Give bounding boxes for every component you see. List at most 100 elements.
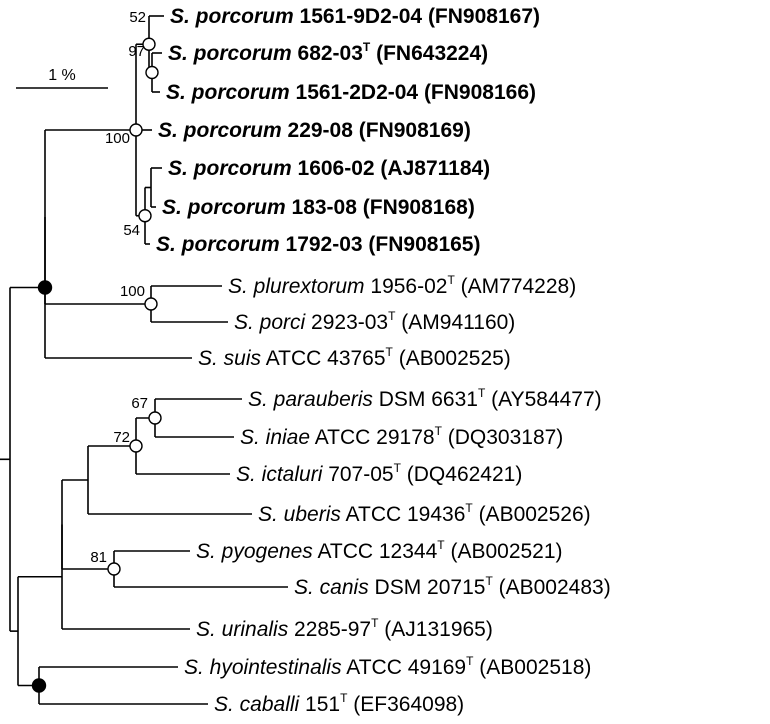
taxon-label-porci: S. porci 2923-03T (AM941160) [234, 309, 515, 334]
scale-bar: 1 % [16, 67, 108, 89]
taxon-strain: 1561-9D2-04 [294, 5, 423, 28]
taxon-species: S. porci [234, 311, 307, 334]
type-strain-mark: T [478, 386, 486, 400]
node-marker-filled [31, 678, 47, 693]
bootstrap-value: 100 [120, 283, 145, 300]
type-strain-mark: T [340, 691, 348, 705]
taxon-strain: 2923-03 [305, 311, 388, 334]
taxon-accession: (FN908165) [363, 233, 481, 256]
taxon-strain: DSM 6631 [373, 388, 478, 411]
taxon-label-canis: S. canis DSM 20715T (AB002483) [294, 574, 611, 599]
taxon-species: S. porcorum [158, 119, 282, 142]
taxon-species: S. suis [198, 347, 262, 370]
type-strain-mark: T [466, 654, 474, 668]
taxon-species: S. plurextorum [228, 275, 365, 298]
taxon-species: S. pyogenes [196, 540, 313, 563]
node-markers [31, 37, 162, 693]
taxon-strain: DSM 20715 [369, 576, 486, 599]
taxon-accession: (AM774228) [455, 275, 576, 298]
taxon-label-porcorum: S. porcorum 229-08 (FN908169) [158, 119, 471, 142]
taxon-label-parauberis: S. parauberis DSM 6631T (AY584477) [248, 386, 602, 411]
taxon-accession: (FN908168) [357, 196, 475, 219]
taxon-accession: (AY584477) [485, 388, 601, 411]
taxon-species: S. hyointestinalis [184, 656, 342, 679]
bootstrap-value: 100 [105, 130, 130, 147]
taxon-species: S. ictaluri [236, 463, 324, 486]
bootstrap-value: 67 [131, 395, 148, 412]
node-marker-open [142, 37, 156, 51]
taxon-label-pyogenes: S. pyogenes ATCC 12344T (AB002521) [196, 538, 563, 563]
taxon-species: S. porcorum [156, 233, 280, 256]
taxon-species: S. uberis [258, 503, 341, 526]
taxon-label-porcorum: S. porcorum 1606-02 (AJ871184) [168, 157, 490, 180]
type-strain-mark: T [485, 574, 493, 588]
taxon-species: S. porcorum [170, 5, 294, 28]
taxon-strain: 229-08 [282, 119, 354, 142]
taxon-accession: (AJ131965) [378, 618, 492, 641]
type-strain-mark: T [447, 273, 455, 287]
type-strain-mark: T [386, 345, 394, 359]
type-strain-mark: T [388, 309, 396, 323]
taxon-strain: 1561-2D2-04 [290, 81, 419, 104]
taxon-strain: ATCC 49169 [342, 656, 467, 679]
taxon-label-urinalis: S. urinalis 2285-97T (AJ131965) [196, 616, 493, 641]
taxon-strain: 1956-02 [365, 275, 448, 298]
bootstrap-value: 97 [128, 43, 145, 60]
taxon-accession: (DQ462421) [401, 463, 522, 486]
type-strain-mark: T [465, 501, 473, 515]
taxon-species: S. porcorum [168, 42, 292, 65]
taxon-species: S. iniae [240, 426, 310, 449]
taxon-accession: (FN643224) [370, 42, 488, 65]
taxon-strain: 1792-03 [280, 233, 363, 256]
taxon-accession: (AB002526) [473, 503, 591, 526]
taxon-strain: 2285-97 [288, 618, 371, 641]
type-strain-mark: T [394, 461, 402, 475]
taxon-strain: ATCC 12344 [313, 540, 438, 563]
taxon-accession: (AB002483) [493, 576, 611, 599]
type-strain-mark: T [437, 538, 445, 552]
taxon-label-porcorum: S. porcorum 1561-2D2-04 (FN908166) [166, 81, 536, 104]
bootstrap-value: 54 [123, 222, 140, 239]
node-marker-open [107, 562, 121, 576]
taxon-species: S. porcorum [162, 196, 286, 219]
taxon-accession: (DQ303187) [442, 426, 563, 449]
type-strain-mark: T [435, 424, 443, 438]
bootstrap-value: 52 [129, 9, 146, 26]
taxon-label-suis: S. suis ATCC 43765T (AB002525) [198, 345, 511, 370]
taxon-label-caballi: S. caballi 151T (EF364098) [214, 691, 464, 716]
type-strain-mark: T [363, 40, 371, 54]
taxon-label-plurextorum: S. plurextorum 1956-02T (AM774228) [228, 273, 576, 298]
node-marker-filled [37, 280, 53, 295]
node-marker-open [129, 123, 143, 137]
taxon-label-uberis: S. uberis ATCC 19436T (AB002526) [258, 501, 591, 526]
taxon-strain: ATCC 19436 [341, 503, 466, 526]
node-marker-open [144, 297, 158, 311]
taxon-species: S. urinalis [196, 618, 289, 641]
taxon-accession: (AB002525) [393, 347, 511, 370]
taxon-label-ictaluri: S. ictaluri 707-05T (DQ462421) [236, 461, 522, 486]
bootstrap-value: 81 [90, 549, 107, 566]
taxon-strain: 1606-02 [292, 157, 375, 180]
taxon-species: S. canis [294, 576, 369, 599]
taxon-labels: S. porcorum 1561-9D2-04 (FN908167)S. por… [156, 5, 611, 716]
taxon-label-porcorum: S. porcorum 1792-03 (FN908165) [156, 233, 480, 256]
taxon-label-porcorum: S. porcorum 1561-9D2-04 (FN908167) [170, 5, 540, 28]
taxon-label-porcorum: S. porcorum 682-03T (FN643224) [168, 40, 488, 65]
taxon-label-hyointestinalis: S. hyointestinalis ATCC 49169T (AB002518… [184, 654, 591, 679]
taxon-strain: 183-08 [286, 196, 358, 219]
taxon-accession: (AM941160) [395, 311, 515, 334]
node-marker-open [148, 411, 162, 425]
taxon-accession: (AJ871184) [375, 157, 491, 180]
node-marker-open [145, 65, 159, 80]
taxon-accession: (AB002518) [473, 656, 591, 679]
taxon-strain: 682-03 [292, 42, 363, 65]
scale-bar-label: 1 % [48, 67, 76, 84]
taxon-label-iniae: S. iniae ATCC 29178T (DQ303187) [240, 424, 563, 449]
taxon-accession: (AB002521) [445, 540, 563, 563]
taxon-species: S. parauberis [248, 388, 373, 411]
taxon-accession: (EF364098) [347, 693, 464, 716]
taxon-accession: (FN908169) [353, 119, 471, 142]
